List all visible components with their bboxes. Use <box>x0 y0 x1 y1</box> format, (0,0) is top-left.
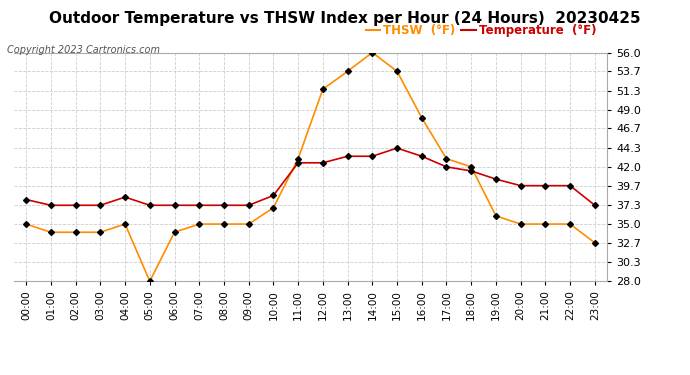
Legend: THSW  (°F), Temperature  (°F): THSW (°F), Temperature (°F) <box>361 20 601 42</box>
Text: Copyright 2023 Cartronics.com: Copyright 2023 Cartronics.com <box>7 45 160 55</box>
Text: Outdoor Temperature vs THSW Index per Hour (24 Hours)  20230425: Outdoor Temperature vs THSW Index per Ho… <box>49 11 641 26</box>
